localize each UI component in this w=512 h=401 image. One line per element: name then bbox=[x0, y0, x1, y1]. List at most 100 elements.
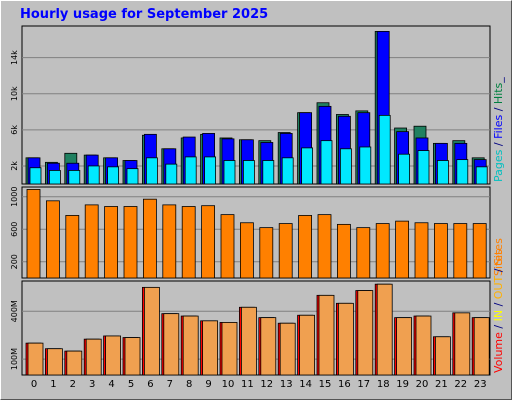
panel-2-bar-sites-2 bbox=[65, 215, 80, 279]
panel-3-bar-out-5 bbox=[124, 337, 141, 376]
panel-2-bar-sites-18 bbox=[375, 223, 390, 279]
panel-1-bar-pages-1 bbox=[49, 170, 61, 185]
panel-3-bar-out-13 bbox=[279, 322, 296, 376]
panel-2-bar-sites-6 bbox=[142, 198, 157, 279]
panel-3-bar-out-16 bbox=[337, 302, 354, 376]
panel-1-bar-pages-9 bbox=[204, 156, 217, 185]
panel-2-tick-label: 200 bbox=[10, 254, 19, 269]
panel-3-bar-out-14 bbox=[299, 314, 316, 376]
x-axis-label-7: 7 bbox=[167, 379, 173, 390]
panel-1-bar-pages-21 bbox=[436, 160, 449, 185]
panel-1-bar-pages-15 bbox=[320, 140, 333, 185]
panel-3-tick-label: 100M bbox=[10, 348, 19, 370]
panel-3-bar-out-22 bbox=[454, 312, 471, 376]
panel-1-bar-pages-14 bbox=[301, 147, 314, 185]
panel-1-bar-pages-3 bbox=[87, 165, 100, 185]
panel-2-legend: Sites bbox=[492, 249, 505, 276]
panel-2-legend-item: Sites bbox=[492, 249, 505, 276]
x-axis-label-15: 15 bbox=[319, 379, 332, 390]
panel-3-legend-item: / bbox=[492, 321, 505, 332]
x-axis-label-4: 4 bbox=[108, 379, 114, 390]
x-axis-label-20: 20 bbox=[416, 379, 429, 390]
panel-2-bar-sites-22 bbox=[453, 223, 468, 279]
panel-1-bar-pages-2 bbox=[68, 170, 81, 185]
panel-1-bar-pages-23 bbox=[475, 166, 488, 185]
panel-3-bar-out-6 bbox=[143, 286, 160, 376]
panel-1-tick-label: 2k bbox=[10, 161, 19, 171]
panel-3-bar-out-1 bbox=[47, 348, 63, 376]
panel-3-bar-out-3 bbox=[85, 338, 102, 376]
panel-3-legend: Volume / IN / OUT / Sites bbox=[492, 238, 505, 373]
panel-1-bar-pages-13 bbox=[281, 157, 294, 185]
x-axis-label-11: 11 bbox=[241, 379, 254, 390]
panel-1-legend-item: Files bbox=[492, 115, 505, 139]
panel-2-bar-sites-11 bbox=[239, 222, 254, 279]
panel-3-legend-item: Sites bbox=[492, 238, 505, 265]
panel-2-bar-sites-14 bbox=[298, 215, 313, 279]
x-axis-label-3: 3 bbox=[89, 379, 95, 390]
x-axis-label-12: 12 bbox=[260, 379, 273, 390]
panel-1-legend-item: _ bbox=[492, 77, 505, 84]
panel-1-tick-label: 10k bbox=[10, 86, 19, 101]
panel-1-bar-pages-16 bbox=[339, 148, 352, 185]
panel-1-bar-pages-17 bbox=[359, 146, 372, 185]
panel-1-bar-pages-22 bbox=[456, 159, 469, 185]
x-axis-label-13: 13 bbox=[280, 379, 293, 390]
panel-3-bar-out-20 bbox=[415, 315, 432, 376]
panel-3-bar-out-11 bbox=[240, 306, 257, 376]
panel-3-bar-out-4 bbox=[105, 335, 121, 376]
panel-2-bar-sites-13 bbox=[278, 223, 293, 279]
panel-3-bar-out-8 bbox=[182, 315, 199, 376]
panel-3-bar-out-15 bbox=[318, 294, 335, 376]
panel-2-bar-sites-12 bbox=[259, 227, 274, 279]
panel-2-border bbox=[21, 186, 491, 279]
panel-1-legend: Pages / Files / Hits_ bbox=[492, 77, 505, 182]
panel-2-bar-sites-1 bbox=[46, 200, 60, 279]
x-axis-label-8: 8 bbox=[186, 379, 192, 390]
panel-1-tick-label: 6k bbox=[10, 125, 19, 135]
panel-2-bar-sites-5 bbox=[123, 206, 138, 279]
panel-2-bar-sites-16 bbox=[336, 223, 351, 279]
x-axis-label-1: 1 bbox=[50, 379, 56, 390]
panel-1-bar-pages-12 bbox=[262, 160, 275, 185]
panel-1-tick-label: 14k bbox=[10, 50, 19, 65]
panel-2-bar-sites-3 bbox=[84, 204, 99, 279]
panel-2-bar-sites-23 bbox=[472, 223, 487, 279]
panel-2-bar-sites-17 bbox=[356, 227, 371, 279]
panel-1-bar-pages-10 bbox=[223, 160, 236, 185]
x-axis-label-23: 23 bbox=[474, 379, 487, 390]
x-axis-label-18: 18 bbox=[377, 379, 390, 390]
x-axis-label-22: 22 bbox=[454, 379, 467, 390]
panel-1-bar-pages-8 bbox=[184, 156, 197, 185]
x-axis-label-0: 0 bbox=[31, 379, 37, 390]
x-axis-label-21: 21 bbox=[435, 379, 448, 390]
x-axis-label-14: 14 bbox=[299, 379, 312, 390]
panel-3-legend-item: IN bbox=[492, 310, 505, 321]
panel-1-border bbox=[21, 25, 491, 185]
panel-2-bar-sites-7 bbox=[162, 204, 177, 279]
panel-1-legend-item: / bbox=[492, 104, 505, 115]
panel-2-bar-sites-4 bbox=[104, 206, 118, 279]
x-axis-label-16: 16 bbox=[338, 379, 351, 390]
panel-3-bar-out-0 bbox=[27, 342, 44, 376]
panel-3-bar-out-21 bbox=[434, 336, 451, 376]
panel-1-bar-pages-20 bbox=[417, 150, 430, 185]
panel-3-legend-item: Volume bbox=[492, 332, 505, 373]
panel-1-bar-pages-6 bbox=[145, 157, 158, 185]
panel-3-bar-out-12 bbox=[260, 317, 277, 376]
x-axis-label-6: 6 bbox=[147, 379, 153, 390]
panel-2-tick-label: 600 bbox=[10, 222, 19, 237]
x-axis-label-17: 17 bbox=[357, 379, 370, 390]
panel-1-bar-pages-0 bbox=[29, 167, 42, 185]
panel-1-legend-item: / bbox=[492, 139, 505, 150]
panel-1-bar-pages-7 bbox=[165, 163, 178, 185]
panel-3-tick-label: 400M bbox=[10, 300, 19, 322]
panel-2-bar-sites-10 bbox=[220, 214, 235, 279]
panel-1-bar-pages-4 bbox=[107, 166, 119, 185]
panel-1-bar-pages-18 bbox=[378, 114, 391, 185]
x-axis-label-2: 2 bbox=[70, 379, 76, 390]
chart-title: Hourly usage for September 2025 bbox=[20, 7, 269, 22]
panel-3-bar-out-23 bbox=[473, 317, 490, 376]
